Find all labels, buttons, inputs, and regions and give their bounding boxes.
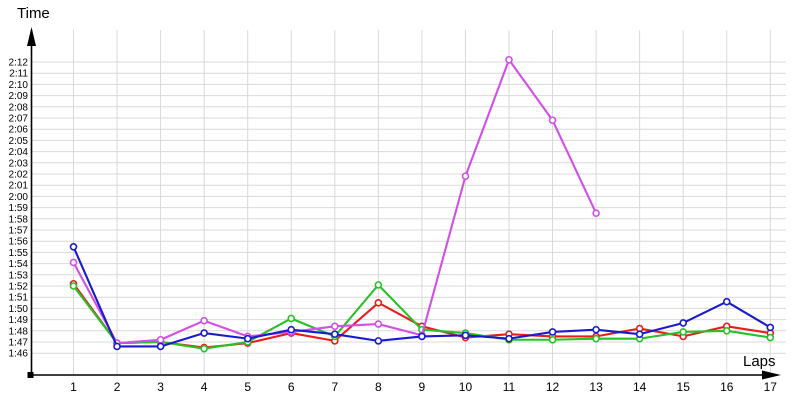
- data-point-violet-lap-10: [461, 172, 470, 181]
- data-point-green-lap-15: [679, 328, 688, 336]
- data-point-green-lap-16: [722, 326, 731, 335]
- data-point-green-lap-12: [548, 335, 557, 344]
- y-axis-title: Time: [17, 5, 50, 22]
- data-point-green-lap-13: [592, 334, 600, 343]
- axes: [27, 27, 781, 380]
- x-tick-label: 17: [764, 380, 778, 394]
- x-tick-label: 8: [375, 380, 382, 394]
- gridlines: [31, 30, 786, 374]
- x-tick-label: 10: [459, 380, 473, 394]
- y-tick-label: 2:05: [9, 136, 29, 147]
- x-tick-label: 7: [331, 380, 338, 394]
- data-point-violet-lap-11: [505, 55, 513, 64]
- data-point-blue-lap-15: [679, 319, 688, 327]
- y-tick-label: 1:58: [9, 214, 29, 225]
- origin-marker: [27, 372, 34, 378]
- data-point-violet-lap-7: [330, 322, 339, 331]
- data-point-violet-lap-13: [592, 209, 600, 217]
- data-point-blue-lap-1: [69, 243, 78, 251]
- data-point-green-lap-6: [287, 314, 296, 323]
- data-point-green-lap-1: [69, 282, 78, 290]
- x-tick-label: 15: [677, 380, 691, 394]
- y-tick-label: 2:10: [9, 80, 29, 91]
- x-tick-label: 6: [288, 380, 295, 394]
- data-point-blue-lap-17: [766, 323, 775, 332]
- data-point-blue-lap-16: [722, 297, 731, 306]
- y-tick-label: 2:12: [9, 58, 29, 69]
- y-tick-labels: 2:122:112:102:092:082:072:062:052:042:03…: [9, 58, 29, 360]
- y-axis-arrow-icon: [27, 27, 36, 46]
- y-tick-label: 1:46: [9, 349, 29, 360]
- data-point-blue-lap-9: [418, 332, 426, 341]
- y-tick-label: 2:06: [9, 125, 29, 136]
- data-point-violet-lap-12: [548, 116, 557, 125]
- y-tick-label: 1:49: [9, 315, 29, 326]
- x-tick-label: 9: [419, 380, 426, 394]
- y-tick-label: 1:47: [9, 338, 29, 349]
- data-point-green-lap-17: [766, 333, 775, 342]
- data-point-blue-lap-11: [505, 334, 513, 343]
- x-axis-title: Laps: [743, 353, 776, 370]
- y-tick-label: 1:51: [9, 293, 29, 304]
- data-point-violet-lap-4: [200, 316, 208, 325]
- x-tick-label: 11: [503, 380, 516, 394]
- data-point-blue-lap-14: [635, 330, 644, 338]
- y-tick-label: 1:50: [9, 304, 29, 315]
- y-tick-label: 2:11: [9, 69, 28, 80]
- y-tick-label: 1:55: [9, 248, 29, 259]
- x-tick-label: 3: [157, 380, 164, 394]
- data-point-violet-lap-3: [156, 335, 165, 344]
- x-tick-label: 16: [720, 380, 734, 394]
- data-point-blue-lap-5: [243, 334, 252, 343]
- y-tick-label: 2:01: [9, 181, 29, 192]
- y-tick-label: 2:00: [9, 192, 29, 203]
- y-tick-label: 2:03: [9, 158, 29, 169]
- data-point-red-lap-8: [374, 298, 383, 307]
- y-tick-label: 2:08: [9, 102, 29, 113]
- data-point-violet-lap-1: [69, 258, 78, 267]
- y-tick-label: 2:04: [9, 147, 29, 158]
- y-tick-label: 1:59: [9, 203, 29, 214]
- data-point-green-lap-8: [374, 281, 383, 289]
- y-tick-label: 1:52: [9, 282, 29, 293]
- data-point-blue-lap-12: [548, 328, 557, 336]
- x-axis-arrow-icon: [762, 370, 781, 380]
- x-tick-label: 4: [201, 380, 208, 394]
- data-point-violet-lap-8: [374, 320, 383, 328]
- x-tick-labels: 1 2 3 4 5 6 7 8 9 10 11 12 13 14 15 16 17: [70, 380, 777, 394]
- data-point-blue-lap-3: [156, 342, 165, 351]
- data-point-blue-lap-4: [200, 329, 208, 337]
- data-point-blue-lap-13: [592, 325, 600, 334]
- series-blue: [69, 243, 775, 351]
- data-point-blue-lap-10: [461, 331, 470, 340]
- x-tick-label: 14: [633, 380, 647, 394]
- y-tick-label: 1:57: [9, 226, 29, 237]
- x-tick-label: 1: [70, 380, 77, 394]
- y-tick-label: 1:53: [9, 270, 29, 281]
- x-tick-label: 13: [589, 380, 603, 394]
- data-point-blue-lap-2: [113, 342, 121, 351]
- y-tick-label: 1:54: [9, 259, 29, 270]
- data-point-blue-lap-6: [287, 325, 296, 334]
- x-tick-label: 5: [244, 380, 251, 394]
- y-tick-label: 2:09: [9, 91, 29, 102]
- x-tick-label: 12: [546, 380, 560, 394]
- y-tick-label: 1:48: [9, 326, 29, 337]
- data-point-green-lap-4: [200, 344, 208, 353]
- y-tick-label: 2:07: [9, 114, 29, 125]
- data-point-blue-lap-8: [374, 337, 383, 345]
- y-tick-label: 2:02: [9, 170, 29, 181]
- x-tick-label: 2: [114, 380, 121, 394]
- data-point-blue-lap-7: [330, 330, 339, 338]
- y-tick-label: 1:56: [9, 237, 29, 248]
